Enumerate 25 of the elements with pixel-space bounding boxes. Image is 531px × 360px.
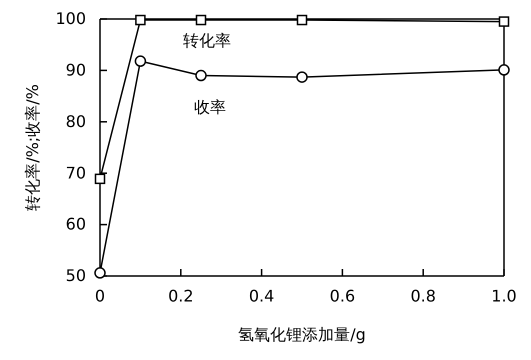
x-tick-label: 0.6 [330,286,356,306]
series-label: 转化率 [183,31,231,50]
y-tick-label: 100 [55,9,86,28]
y-tick-label: 80 [66,112,86,131]
point [296,14,308,26]
point [134,55,146,67]
point [196,14,206,26]
point [195,70,207,82]
x-tick-label: 0.8 [410,286,436,306]
point [296,71,308,83]
point [135,14,146,26]
point [94,174,106,184]
x-tick-label: 0 [94,286,106,306]
y-tick-label: 50 [66,266,86,286]
x-tick-label: 1.0 [491,286,517,306]
y-tick-label: 60 [66,214,86,234]
y-axis-title: 转化率/%;收率/% [23,84,42,211]
x-tick-label: 0.2 [168,286,194,306]
x-tick-label: 0.4 [248,286,274,306]
y-tick-label: 90 [66,60,86,80]
y-tick-label: 70 [66,163,86,182]
point [498,16,510,27]
x-axis-title: 氢氧化锂添加量/g [238,325,366,344]
point [498,64,510,76]
series-label: 收率 [194,98,226,117]
